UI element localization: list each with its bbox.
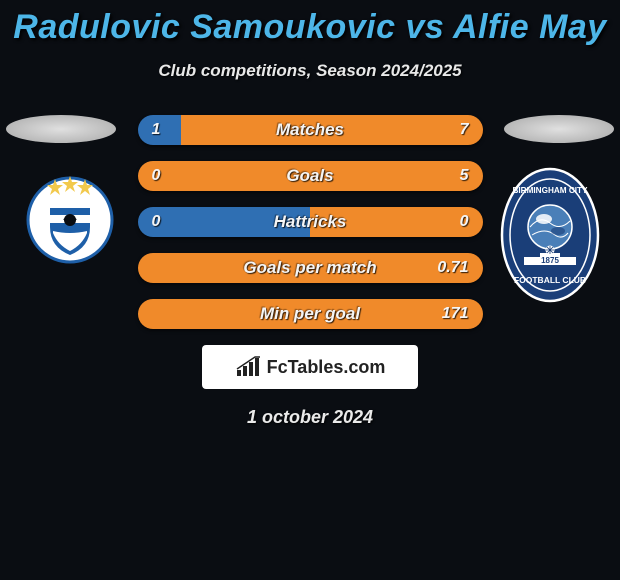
stat-bar-left [138,207,311,237]
brand-label: FcTables.com [267,357,386,378]
svg-text:1875: 1875 [541,256,559,265]
stat-value-right: 0.71 [437,259,468,277]
stat-bar-right [310,207,483,237]
stat-row: Goals05 [138,161,483,191]
stat-bar-right [138,161,483,191]
stat-row: Hattricks00 [138,207,483,237]
stat-row: Goals per match0.71 [138,253,483,283]
stat-value-right: 5 [460,167,469,185]
stat-value-right: 171 [442,305,469,323]
stat-bar-right [138,299,483,329]
stat-value-right: 0 [460,213,469,231]
brand-badge: FcTables.com [202,345,418,389]
player-slot-right [504,115,614,143]
stat-row: Min per goal171 [138,299,483,329]
club-badge-right: BIRMINGHAM CITY FOOTBALL CLUB 1875 [500,165,600,305]
stat-bar-right [181,115,483,145]
comparison-panel: BIRMINGHAM CITY FOOTBALL CLUB 1875 Match… [0,115,620,428]
stat-row: Matches17 [138,115,483,145]
stat-value-left: 1 [152,121,161,139]
svg-text:FOOTBALL CLUB: FOOTBALL CLUB [514,275,586,285]
stat-bar-right [138,253,483,283]
chart-icon [235,356,261,378]
player-slot-left [6,115,116,143]
stat-value-left: 0 [152,213,161,231]
stat-value-left: 0 [152,167,161,185]
page-title: Radulovic Samoukovic vs Alfie May [0,0,620,47]
svg-text:BIRMINGHAM CITY: BIRMINGHAM CITY [512,186,588,195]
subtitle: Club competitions, Season 2024/2025 [0,61,620,81]
stat-value-right: 7 [460,121,469,139]
club-badge-left [20,165,120,265]
footer-date: 1 october 2024 [0,407,620,428]
stat-bars: Matches17Goals05Hattricks00Goals per mat… [138,115,483,329]
